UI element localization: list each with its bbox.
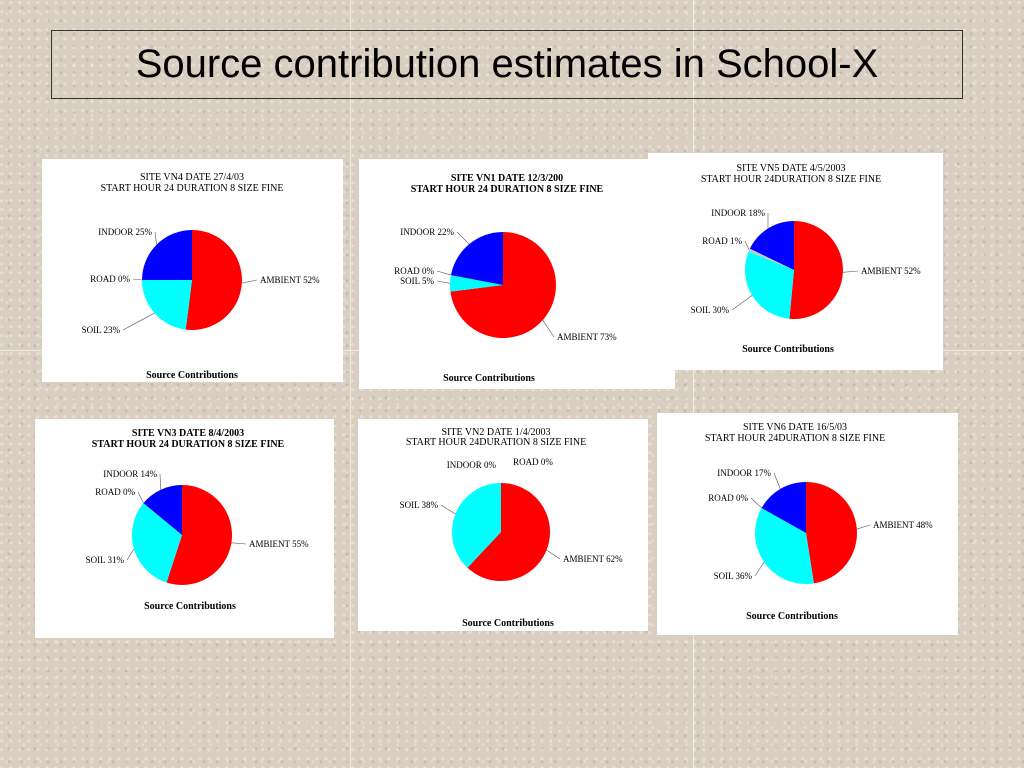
slice-label-indoor: INDOOR 25% bbox=[98, 227, 152, 237]
chart-caption: Source Contributions bbox=[443, 373, 535, 384]
pie-panel-vn3: SITE VN3 DATE 8/4/2003 START HOUR 24 DURA… bbox=[35, 419, 334, 638]
chart-caption: Source Contributions bbox=[746, 611, 838, 622]
slice-label-soil: SOIL 5% bbox=[400, 276, 434, 286]
slice-label-road: ROAD 1% bbox=[702, 236, 742, 246]
slice-label-road: ROAD 0% bbox=[708, 493, 748, 503]
slice-label-soil: SOIL 38% bbox=[400, 500, 439, 510]
leader-line-road bbox=[744, 240, 750, 251]
slice-label-indoor: INDOOR 0% bbox=[447, 460, 497, 470]
slice-label-ambient: AMBIENT 52% bbox=[861, 266, 921, 276]
slice-label-indoor: INDOOR 17% bbox=[717, 468, 771, 478]
slice-label-road: ROAD 0% bbox=[95, 487, 135, 497]
pie-panel-vn1: SITE VN1 DATE 12/3/200 START HOUR 24 DURA… bbox=[359, 159, 675, 389]
leader-line-soil bbox=[436, 280, 451, 284]
leader-line-road bbox=[132, 278, 143, 281]
pie-slice-soil bbox=[450, 275, 503, 292]
leader-line-soil bbox=[440, 504, 456, 515]
slice-label-ambient: AMBIENT 48% bbox=[873, 520, 933, 530]
pie-panel-vn4: SITE VN4 DATE 27/4/03 START HOUR 24 DURAT… bbox=[42, 159, 343, 382]
leader-line-ambient bbox=[546, 549, 561, 560]
slice-label-ambient: AMBIENT 73% bbox=[557, 332, 617, 342]
slice-label-road: ROAD 0% bbox=[394, 266, 434, 276]
pie-slice-soil bbox=[452, 483, 501, 568]
chart-caption: Source Contributions bbox=[462, 618, 554, 629]
chart-header-line-2: START HOUR 24DURATION 8 SIZE FINE bbox=[705, 433, 885, 444]
pie-slice-road bbox=[748, 248, 794, 270]
leader-line-soil bbox=[731, 295, 753, 311]
chart-header-line-2: START HOUR 24DURATION 8 SIZE FINE bbox=[701, 174, 881, 185]
leader-line-road bbox=[137, 491, 144, 504]
pie-slice-soil bbox=[755, 507, 814, 584]
leader-line-ambient bbox=[842, 270, 859, 273]
pie-slice-ambient bbox=[806, 482, 857, 584]
leader-line-indoor bbox=[773, 472, 781, 490]
pie-slice-indoor bbox=[143, 485, 182, 535]
background-grid-line bbox=[693, 0, 694, 768]
background-grid-line bbox=[350, 0, 351, 768]
chart-header-line-1: SITE VN5 DATE 4/5/2003 bbox=[737, 163, 846, 174]
chart-header-line-2: START HOUR 24 DURATION 8 SIZE FINE bbox=[411, 184, 604, 195]
chart-caption: Source Contributions bbox=[144, 601, 236, 612]
pie-slice-indoor bbox=[761, 482, 806, 533]
slice-label-indoor: INDOOR 14% bbox=[103, 469, 157, 479]
slice-label-ambient: AMBIENT 62% bbox=[563, 554, 623, 564]
chart-header-line-2: START HOUR 24 DURATION 8 SIZE FINE bbox=[101, 183, 284, 194]
pie-slice-soil bbox=[131, 503, 182, 583]
pie-panel-vn2: SITE VN2 DATE 1/4/2003 START HOUR 24DURAT… bbox=[358, 419, 648, 631]
slice-label-indoor: INDOOR 18% bbox=[711, 208, 765, 218]
pie-slice-ambient bbox=[789, 221, 843, 319]
leader-line-ambient bbox=[241, 279, 258, 284]
slide-title: Source contribution estimates in School-… bbox=[135, 42, 879, 86]
slide-title-box: Source contribution estimates in School-… bbox=[51, 30, 963, 99]
leader-line-indoor bbox=[159, 473, 162, 490]
slice-label-road: ROAD 0% bbox=[90, 274, 130, 284]
slice-label-indoor: INDOOR 22% bbox=[400, 227, 454, 237]
slice-label-soil: SOIL 23% bbox=[82, 325, 121, 335]
leader-line-ambient bbox=[542, 319, 555, 338]
pie-slice-ambient bbox=[185, 230, 242, 330]
pie-slice-indoor bbox=[142, 230, 192, 280]
pie-slice-indoor bbox=[450, 232, 503, 285]
slice-label-soil: SOIL 31% bbox=[86, 555, 125, 565]
pie-slice-soil bbox=[142, 280, 192, 330]
chart-header-line-1: SITE VN4 DATE 27/4/03 bbox=[140, 172, 244, 183]
leader-line-ambient bbox=[856, 524, 871, 530]
leader-line-soil bbox=[126, 548, 135, 561]
chart-caption: Source Contributions bbox=[742, 344, 834, 355]
pie-panel-vn6: SITE VN6 DATE 16/5/03 START HOUR 24DURATI… bbox=[657, 413, 958, 635]
chart-header-line-1: SITE VN2 DATE 1/4/2003 bbox=[442, 427, 551, 438]
pie-slice-ambient bbox=[166, 485, 233, 585]
leader-line-soil bbox=[122, 312, 155, 331]
chart-caption: Source Contributions bbox=[146, 370, 238, 381]
leader-line-road bbox=[436, 270, 452, 276]
slice-label-ambient: AMBIENT 52% bbox=[260, 275, 320, 285]
chart-header-line-2: START HOUR 24DURATION 8 SIZE FINE bbox=[406, 437, 586, 448]
slice-label-road: ROAD 0% bbox=[513, 457, 553, 467]
chart-header-line-1: SITE VN3 DATE 8/4/2003 bbox=[132, 428, 244, 439]
slice-label-soil: SOIL 36% bbox=[714, 571, 753, 581]
slice-label-ambient: AMBIENT 55% bbox=[249, 539, 309, 549]
slice-label-soil: SOIL 30% bbox=[691, 305, 730, 315]
leader-line-indoor bbox=[154, 231, 157, 245]
leader-line-ambient bbox=[231, 542, 247, 545]
pie-slice-ambient bbox=[450, 232, 557, 338]
chart-header-line-1: SITE VN1 DATE 12/3/200 bbox=[451, 173, 563, 184]
leader-line-soil bbox=[754, 561, 765, 577]
pie-panel-vn5: SITE VN5 DATE 4/5/2003 START HOUR 24DURAT… bbox=[648, 153, 943, 370]
leader-line-road bbox=[750, 497, 762, 509]
chart-header-line-1: SITE VN6 DATE 16/5/03 bbox=[743, 422, 847, 433]
chart-header-line-2: START HOUR 24 DURATION 8 SIZE FINE bbox=[92, 439, 285, 450]
leader-line-indoor bbox=[456, 231, 470, 245]
pie-slice-ambient bbox=[467, 483, 551, 581]
pie-slice-indoor bbox=[749, 221, 794, 270]
pie-slice-soil bbox=[744, 251, 794, 319]
